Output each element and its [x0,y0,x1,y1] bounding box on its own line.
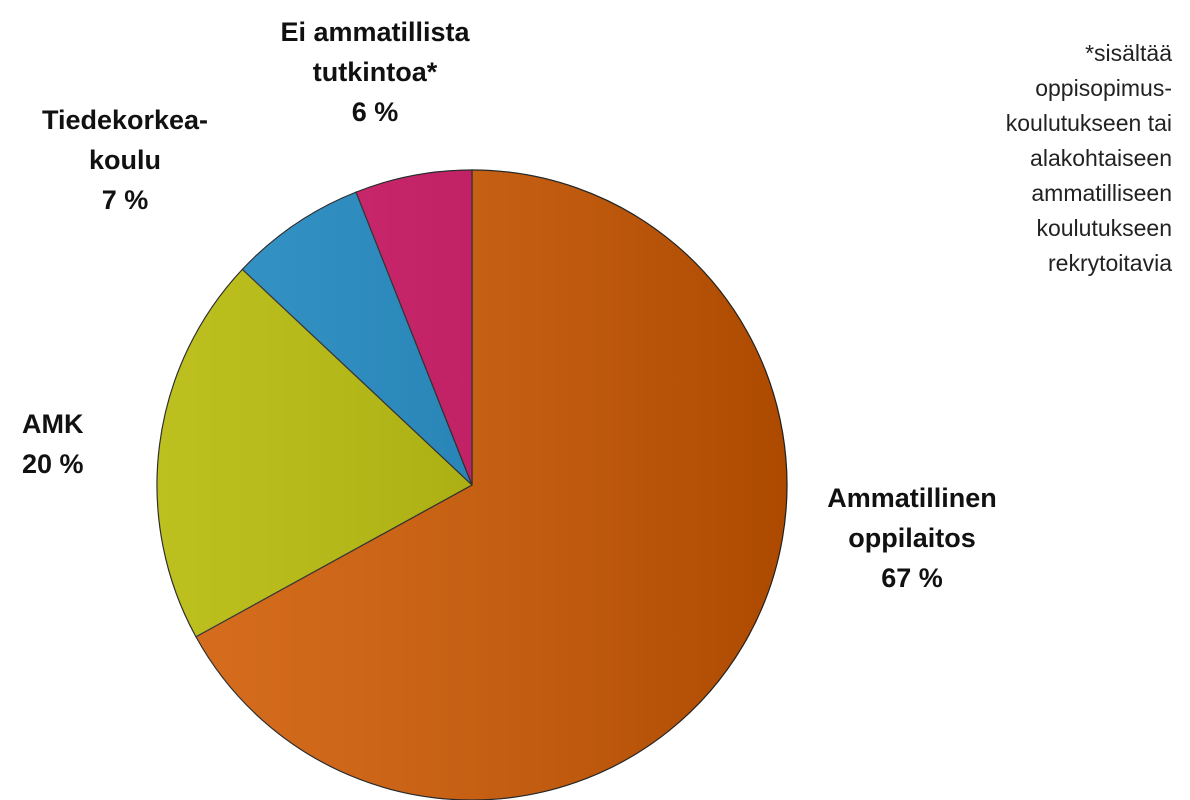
slice-label: Ammatillinen oppilaitos 67 % [827,478,997,598]
value-label: 67 % [881,563,943,593]
category-label: Ei ammatillista tutkintoa* [280,17,470,87]
footnote: *sisältää oppisopimus- koulutukseen tai … [1005,40,1172,276]
category-label: Ammatillinen oppilaitos [827,483,997,553]
value-label: 20 % [22,449,84,479]
value-label: 6 % [351,97,399,127]
value-label: 7 % [101,185,149,215]
slice-label: AMK 20 % [22,404,84,484]
slice-label: Tiedekorkea- koulu 7 % [42,100,208,220]
slice-label: Ei ammatillista tutkintoa* 6 % [280,12,469,132]
category-label: Tiedekorkea- koulu [41,105,209,175]
category-label: AMK [22,409,84,439]
